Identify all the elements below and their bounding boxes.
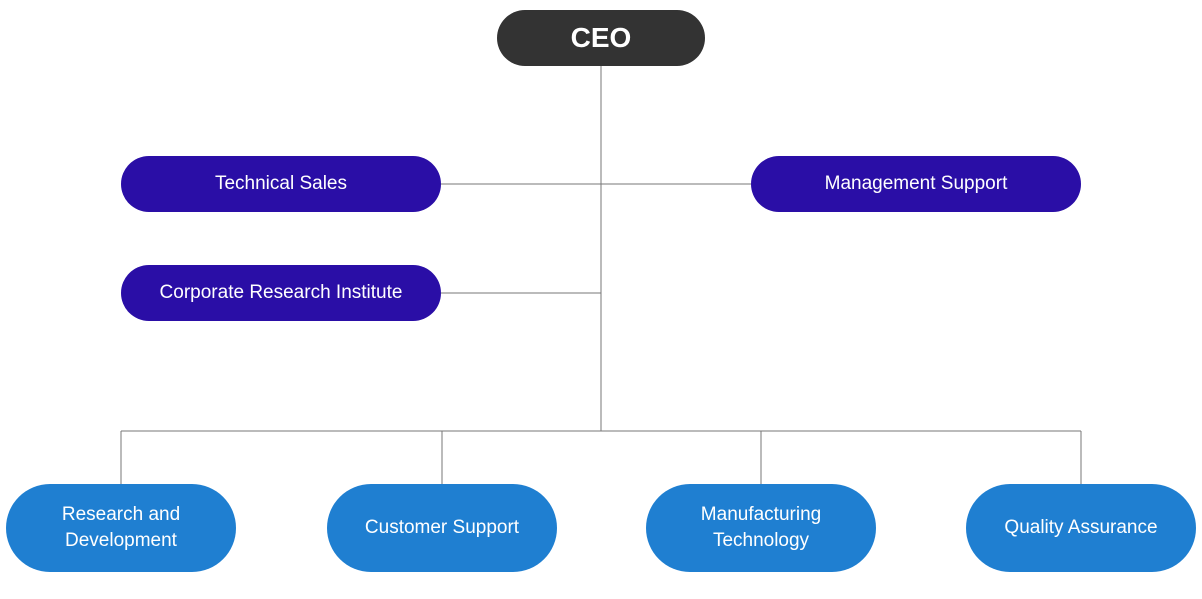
- org-node-label: Quality Assurance: [1004, 515, 1157, 541]
- org-node-quality-assurance: Quality Assurance: [966, 484, 1196, 572]
- org-node-corporate-research-institute: Corporate Research Institute: [121, 265, 441, 321]
- org-node-manufacturing-technology: Manufacturing Technology: [646, 484, 876, 572]
- org-node-technical-sales: Technical Sales: [121, 156, 441, 212]
- org-node-ceo: CEO: [497, 10, 705, 66]
- org-node-management-support: Management Support: [751, 156, 1081, 212]
- org-node-label: Technical Sales: [215, 171, 347, 197]
- org-node-label: Research and Development: [34, 502, 208, 553]
- org-node-label: Manufacturing Technology: [674, 502, 848, 553]
- org-node-label: Customer Support: [365, 515, 519, 541]
- org-node-customer-support: Customer Support: [327, 484, 557, 572]
- org-node-research-and-development: Research and Development: [6, 484, 236, 572]
- org-node-label: Management Support: [825, 171, 1008, 197]
- org-node-label: Corporate Research Institute: [160, 280, 403, 306]
- org-node-label: CEO: [571, 19, 632, 57]
